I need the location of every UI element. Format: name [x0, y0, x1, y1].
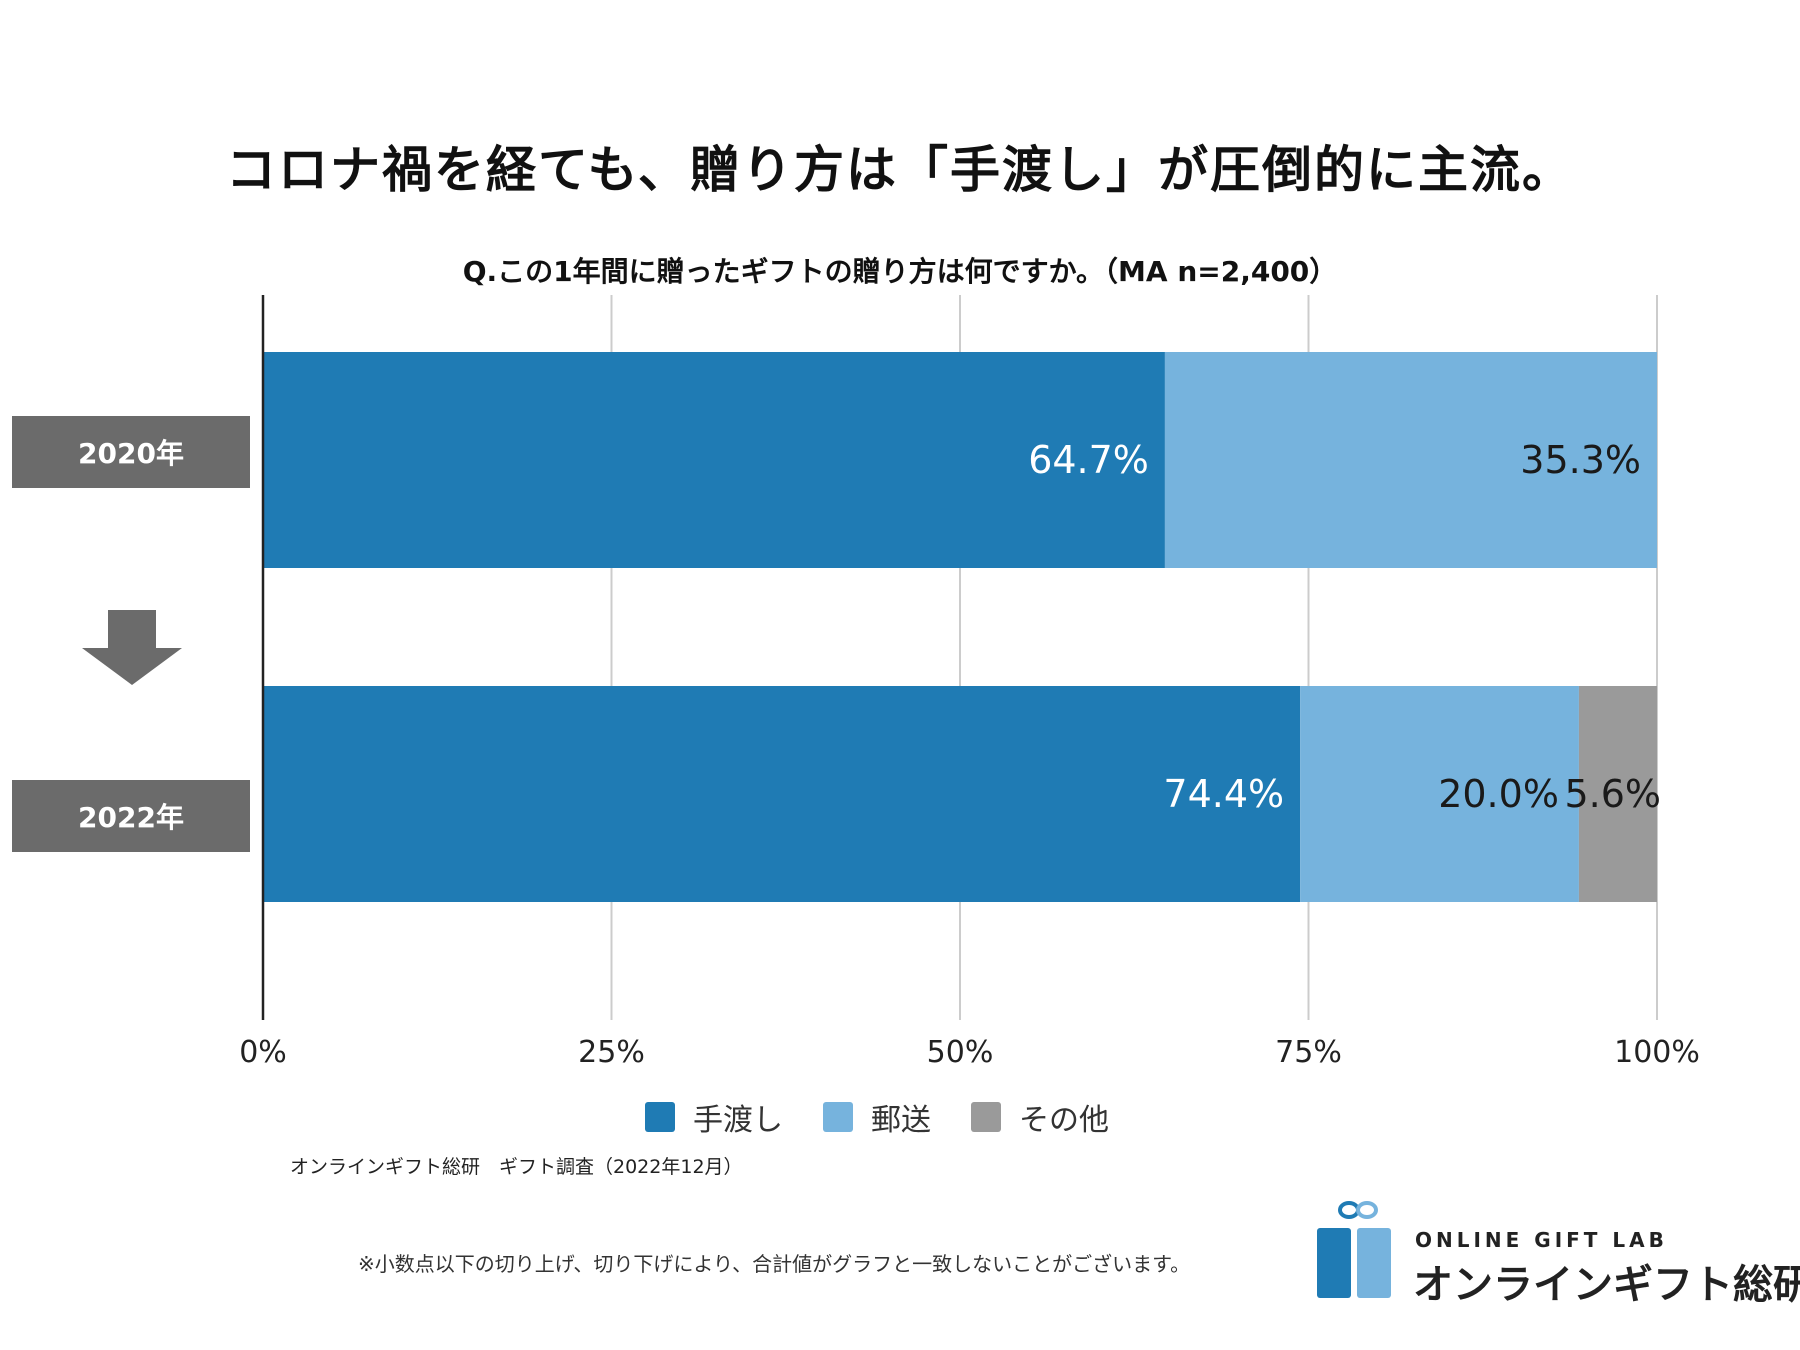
year-label-2020: 2020年 — [12, 416, 250, 488]
legend-label-handover: 手渡し — [693, 1103, 783, 1138]
brand-logo: ONLINE GIFT LAB オンラインギフト総研 — [1317, 1200, 1800, 1308]
x-tick-label: 50% — [927, 1035, 994, 1070]
data-label: 20.0% — [1438, 772, 1559, 816]
bar-segment — [1300, 686, 1579, 902]
data-label: 35.3% — [1520, 438, 1641, 482]
chart-legend: 手渡し 郵送 その他 — [645, 1095, 1149, 1139]
bar-segment — [1578, 686, 1657, 902]
x-tick-label: 25% — [578, 1035, 645, 1070]
gift-box-icon — [1317, 1201, 1391, 1298]
rounding-note: ※小数点以下の切り上げ、切り下げにより、合計値がグラフと一致しないことがございま… — [358, 1252, 1191, 1276]
x-tick-label: 100% — [1614, 1035, 1700, 1070]
stacked-bar-chart: 64.7% 35.3% 74.4% 20.0% 5.6% 0% 25% 50% 75% 100% — [239, 295, 1700, 1070]
bar-segment — [263, 352, 1165, 568]
legend-label-mail: 郵送 — [871, 1103, 931, 1138]
legend-item-other: その他 — [971, 1095, 1109, 1139]
source-note: オンラインギフト総研 ギフト調査（2022年12月） — [290, 1156, 743, 1178]
legend-swatch-other — [971, 1102, 1001, 1132]
chart-subtitle: Q.この1年間に贈ったギフトの贈り方は何ですか。（MA n=2,400） — [462, 255, 1338, 288]
data-label: 5.6% — [1564, 772, 1661, 816]
x-tick-label: 0% — [239, 1035, 287, 1070]
data-label: 74.4% — [1163, 772, 1284, 816]
legend-swatch-mail — [823, 1102, 853, 1132]
data-label: 64.7% — [1028, 438, 1149, 482]
logo-text-ja: オンラインギフト総研 — [1413, 1262, 1800, 1308]
bar-segment — [1164, 352, 1657, 568]
page-title: コロナ禍を経ても、贈り方は「手渡し」が圧倒的に主流。 — [226, 141, 1574, 199]
legend-item-handover: 手渡し — [645, 1095, 783, 1139]
down-arrow-icon — [82, 610, 182, 685]
x-tick-label: 75% — [1275, 1035, 1342, 1070]
legend-swatch-handover — [645, 1102, 675, 1132]
legend-item-mail: 郵送 — [823, 1095, 931, 1139]
bar-segment — [263, 686, 1301, 902]
year-label-2022: 2022年 — [12, 780, 250, 852]
logo-text-en: ONLINE GIFT LAB — [1415, 1228, 1668, 1252]
legend-label-other: その他 — [1019, 1103, 1109, 1138]
